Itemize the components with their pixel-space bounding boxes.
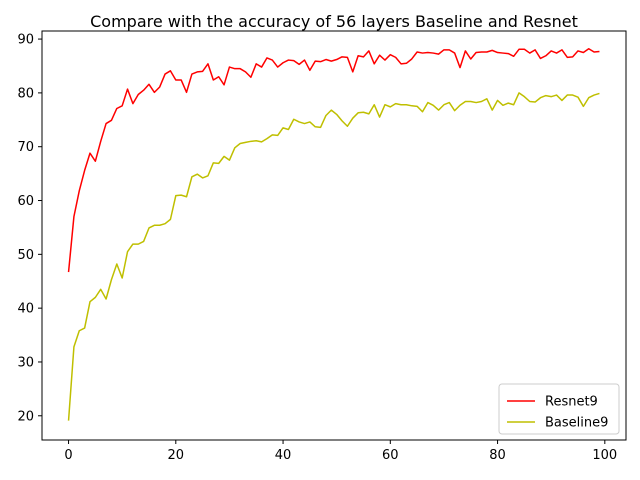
legend-label-baseline9: Baseline9 xyxy=(545,416,608,431)
legend: Resnet9 Baseline9 xyxy=(498,383,620,435)
x-tick-label: 100 xyxy=(592,448,617,463)
y-tick-label: 80 xyxy=(17,86,34,101)
y-tick-label: 20 xyxy=(17,409,34,424)
x-axis: 0 20 40 60 80 100 xyxy=(64,440,617,463)
y-tick-label: 40 xyxy=(17,302,34,317)
x-tick-label: 80 xyxy=(489,448,506,463)
y-tick-label: 50 xyxy=(17,248,34,263)
x-tick-label: 20 xyxy=(168,448,185,463)
chart-title: Compare with the accuracy of 56 layers B… xyxy=(90,12,578,31)
legend-label-resnet9: Resnet9 xyxy=(545,395,598,410)
y-tick-label: 60 xyxy=(17,194,34,209)
x-tick-label: 0 xyxy=(64,448,72,463)
plot-lines xyxy=(67,48,600,421)
y-tick-label: 70 xyxy=(17,140,34,155)
series-line-resnet9 xyxy=(67,48,600,273)
x-tick-label: 40 xyxy=(275,448,292,463)
x-tick-label: 60 xyxy=(382,448,399,463)
series-line-baseline9 xyxy=(67,92,600,421)
y-tick-label: 30 xyxy=(17,355,34,370)
y-axis: 20 30 40 50 60 70 80 90 xyxy=(17,33,42,424)
y-tick-label: 90 xyxy=(17,33,34,48)
plot-frame xyxy=(41,30,627,441)
